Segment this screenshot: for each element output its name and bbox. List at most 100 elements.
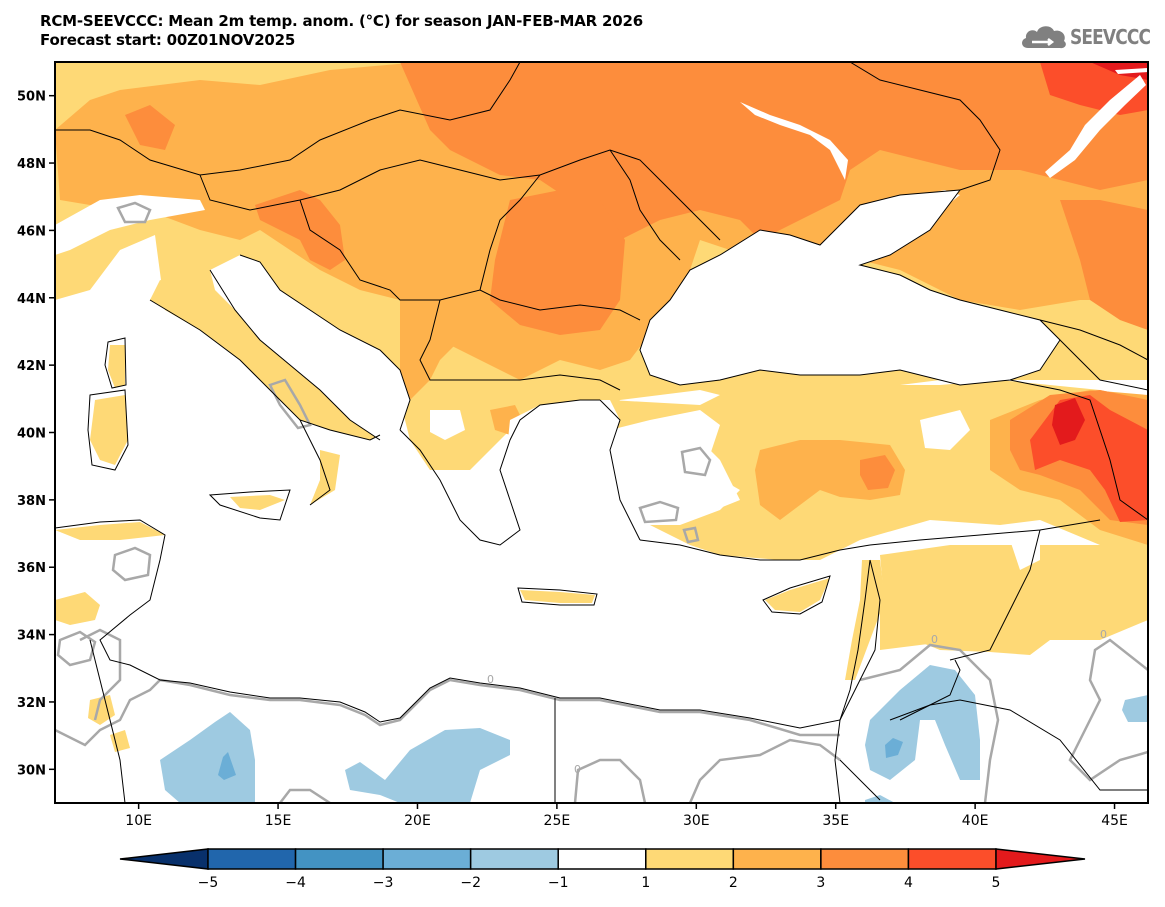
x-tick-label: 15E	[265, 813, 292, 829]
colorbar-box	[469, 848, 559, 870]
x-tick-label: 10E	[125, 813, 152, 829]
x-tick-label: 20E	[404, 813, 431, 829]
zero-contour-libya-west	[56, 630, 97, 667]
coast-greece	[399, 399, 600, 546]
region-1-2-syria-iraq	[880, 545, 1148, 640]
seevccc-logo: SEEVCCC	[1018, 22, 1164, 52]
region-1-2-cyprus	[765, 578, 830, 612]
coast-black-sea	[639, 189, 1061, 386]
region-1-2-calabria	[310, 450, 340, 505]
zero-contour-anatolia-1	[680, 446, 712, 477]
y-tick-label: 40N	[17, 427, 46, 442]
border-syria-iraq	[949, 529, 1041, 661]
x-tick-label: 25E	[544, 813, 571, 829]
zero-contour-tunisia	[111, 546, 152, 582]
region-neg2-libya	[218, 752, 236, 780]
zero-contour-iraq	[1068, 638, 1148, 782]
region-1-2-italy	[150, 280, 380, 440]
colorbar-box	[907, 848, 997, 870]
colorbar-box	[820, 848, 910, 870]
zero-contour-label: 0	[574, 763, 581, 776]
sea-of-azov	[840, 190, 960, 250]
region-1-2-sicily	[230, 495, 285, 510]
coast-anatolia-west	[599, 399, 641, 541]
y-tick-label: 42N	[17, 359, 46, 374]
title-line-1: RCM-SEEVCCC: Mean 2m temp. anom. (°C) fo…	[40, 12, 643, 30]
region-3-4-romania	[490, 190, 625, 335]
zero-contours	[55, 201, 1148, 803]
coast-sardinia	[87, 389, 129, 471]
coast-crete	[517, 587, 598, 606]
cloud-icon	[1022, 26, 1066, 49]
zero-contour-egypt	[573, 758, 647, 803]
zero-contour-anatolia-3	[682, 526, 700, 544]
don-river	[1045, 75, 1146, 178]
zero-contour-anatolia-2	[638, 500, 680, 524]
title-line-2: Forecast start: 00Z01NOV2025	[40, 31, 296, 49]
colorbar-tick-label: 4	[904, 875, 913, 891]
coast-north-africa	[55, 519, 871, 729]
border-europe-2	[199, 149, 721, 241]
adriatic-sea	[210, 255, 410, 440]
y-tick-label: 50N	[17, 90, 46, 105]
region-3-4-caucasus	[1060, 200, 1148, 330]
colorbar-box	[207, 848, 297, 870]
colorbar-tick-label: −3	[373, 875, 394, 891]
y-tick-label: 46N	[17, 224, 46, 239]
colorbar-tick-label: −5	[198, 875, 219, 891]
region-1-2-tunisia-coast	[55, 522, 165, 540]
border-libya-tunisia	[89, 639, 126, 803]
region-1-2-corsica	[108, 345, 125, 388]
x-tick-label: 30E	[683, 813, 710, 829]
x-tick-label: 45E	[1101, 813, 1128, 829]
border-russia-ukraine	[849, 62, 1001, 191]
colorbar-tick-label: 3	[816, 875, 825, 891]
border-europe-1	[55, 62, 521, 176]
colorbar-tick-label: 2	[729, 875, 738, 891]
x-tick-label: 35E	[822, 813, 849, 829]
y-tick-label: 38N	[17, 494, 46, 509]
region-3-4-anatolia	[860, 455, 895, 490]
aegean-sea	[505, 400, 640, 560]
region-1-2-crete	[520, 590, 595, 603]
y-tick-label: 32N	[17, 696, 46, 711]
zero-contour-libya-coast	[55, 678, 840, 747]
region-neg-bottom	[865, 795, 895, 803]
region-1-2-sardinia	[90, 395, 128, 465]
border-turkey-syria	[869, 519, 1101, 546]
region-1-2-levant	[845, 560, 885, 680]
colorbar-box	[732, 848, 822, 870]
plot-title: RCM-SEEVCCC: Mean 2m temp. anom. (°C) fo…	[40, 12, 643, 50]
region-neg-libya-west	[160, 712, 255, 803]
region-2-3-balkans	[400, 300, 460, 400]
border-europe-5	[479, 174, 541, 291]
region-neg2-jordan	[885, 738, 903, 758]
zero-contour-label: 0	[931, 633, 938, 646]
dnieper-river	[740, 102, 848, 180]
coast-adriatic-east	[239, 254, 411, 431]
region-neutral-east-anatolia	[920, 410, 970, 450]
zero-contour-italy	[268, 378, 312, 430]
x-tick-label: 40E	[962, 813, 989, 829]
y-tick-label: 44N	[17, 292, 46, 307]
y-tick-label: 34N	[17, 629, 46, 644]
zero-contour-alps	[116, 201, 152, 224]
colorbar-box	[294, 848, 384, 870]
region-3-4-austria-croatia	[255, 190, 345, 270]
region-neutral-peloponnese	[470, 470, 500, 505]
region-1-2-libya-west2	[110, 730, 130, 752]
region-neutral-alps	[55, 195, 205, 255]
zero-contour-egypt-2	[279, 788, 331, 803]
region-neutral-greece	[430, 410, 465, 440]
colorbar-box	[645, 848, 735, 870]
zero-contour-label: 0	[1100, 628, 1107, 641]
y-tick-label: 48N	[17, 157, 46, 172]
border-jordan-iraq	[899, 659, 961, 721]
zero-contour-sinai	[688, 738, 841, 803]
region-1-2-tunisia-south	[55, 592, 100, 625]
colorbar-tick-label: 5	[992, 875, 1001, 891]
region-neutral-west-anatolia	[610, 410, 740, 525]
colorbar-tick-label: 1	[641, 875, 650, 891]
zero-contour-label: 0	[487, 673, 494, 686]
y-axis: 50N 48N 46N 44N 42N 40N 38N 36N 34N 32N 30N	[17, 90, 55, 778]
